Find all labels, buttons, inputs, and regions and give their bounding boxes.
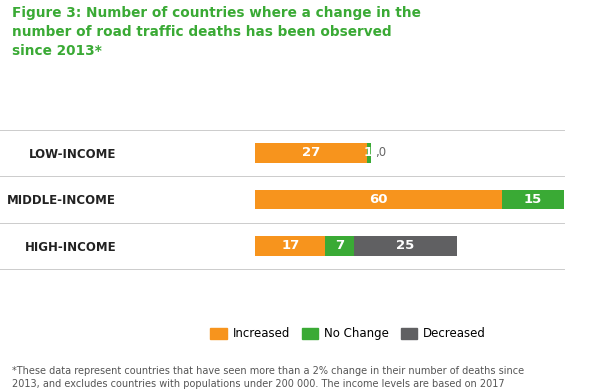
Text: 17: 17	[281, 239, 299, 252]
Text: Figure 3: Number of countries where a change in the
number of road traffic death: Figure 3: Number of countries where a ch…	[12, 6, 421, 58]
Text: 60: 60	[370, 193, 388, 206]
Bar	[256, 236, 325, 256]
Text: 15: 15	[524, 193, 542, 206]
Bar	[502, 190, 564, 209]
Bar	[564, 190, 600, 209]
Bar	[367, 143, 371, 163]
Text: *These data represent countries that have seen more than a 2% change in their nu: *These data represent countries that hav…	[12, 366, 524, 391]
Bar	[256, 143, 367, 163]
Bar	[256, 190, 502, 209]
Bar	[325, 236, 354, 256]
Text: 7: 7	[335, 239, 344, 252]
Text: 25: 25	[397, 239, 415, 252]
Text: ,0: ,0	[376, 147, 386, 160]
Bar	[354, 236, 457, 256]
Legend: Increased, No Change, Decreased: Increased, No Change, Decreased	[205, 323, 491, 345]
Text: 27: 27	[302, 147, 320, 160]
Text: 1: 1	[364, 147, 373, 160]
